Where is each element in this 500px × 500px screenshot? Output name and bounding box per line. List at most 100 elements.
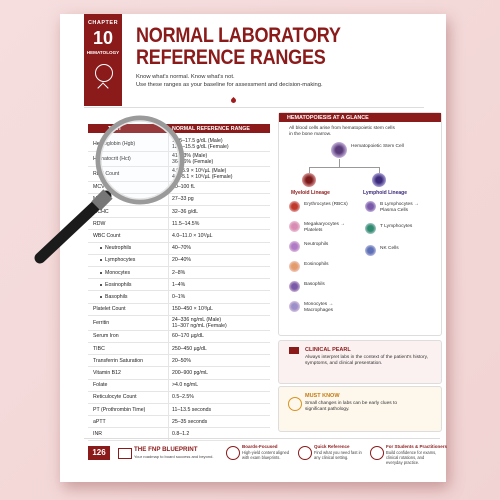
feature-icon [370,446,384,460]
lymphoid-icon [372,173,386,187]
test-name: Monocytes [105,269,131,276]
reference-range: 80–100 fL [172,184,196,191]
bullet [100,271,102,274]
test-name: RBC Count [93,170,120,177]
tree-line [339,159,340,167]
row-divider [88,439,270,440]
stem-cell-icon [331,142,347,158]
reference-range: 0.8–1.2 [172,430,190,437]
reference-range: 41–53% (Male) [172,152,208,159]
must-know-text: Small changes in labs can be early clues… [305,401,397,412]
test-name: TIBC [93,345,105,352]
pearl-text: Always interpret labs in the context of … [305,355,428,366]
cell-icon [365,245,376,256]
test-name: Neutrophils [105,245,132,252]
bulb-icon [288,397,302,411]
test-name: Platelet Count [93,306,126,313]
reference-range: 0–1% [172,293,186,300]
book-icon [118,448,132,459]
feature-title: For Students & Practitioners [386,444,448,449]
brand-tagline: Your roadmap to board success and beyond… [134,454,214,459]
feature-text: High-yield content aligned with exam blu… [242,450,290,460]
test-name: Lymphocytes [105,257,136,264]
test-name: Hematocrit (Hct) [93,155,131,162]
reference-range: 4.1–5.1 × 10⁶/µL (Female) [172,173,233,180]
reference-range: 32–36 g/dL [172,208,198,215]
clinical-pearl: CLINICAL PEARL Always interpret labs in t… [278,340,442,384]
cell-icon [289,261,300,272]
cell-label: Neutrophils [304,242,329,247]
reference-range: 27–33 pg [172,196,194,203]
row-divider [88,165,270,166]
cell-label: Eosinophils [304,262,329,267]
test-name: Vitamin B12 [93,369,121,376]
brand-name: THE FNP BLUEPRINT [134,446,198,453]
test-name: INR [93,430,102,437]
reference-range: 24–336 ng/mL (Male) [172,316,222,323]
reference-range: 250–450 µg/dL [172,345,207,352]
must-know: MUST KNOW Small changes in labs can be ea… [278,386,442,432]
row-divider [88,354,270,355]
footer-divider [84,438,440,439]
chapter-icon [95,64,113,82]
reference-range: 40–70% [172,245,192,252]
document-page: CHAPTER 10 HEMATOLOGY NORMAL LABORATORY REFE… [60,14,448,482]
subtitle: Use these ranges as your baseline for as… [136,82,323,88]
reference-range: 20–50% [172,357,192,364]
feature-icon [298,446,312,460]
panel-title: HEMATOPOIESIS AT A GLANCE [287,115,369,121]
page-title: REFERENCE RANGES [136,46,326,69]
cell-label: Megakaryocytes → Platelets [304,222,346,233]
row-divider [88,366,270,367]
row-divider [88,150,270,151]
test-name: Serum Iron [93,333,119,340]
test-name: Reticulocyte Count [93,394,137,401]
row-divider [88,253,270,255]
feature-text: Find what you need fast in any clinical … [314,450,362,460]
row-divider [88,329,270,331]
row-divider [88,204,270,206]
cell-label: Basophils [304,282,325,287]
test-name: Basophils [105,293,128,300]
bullet [100,247,102,250]
row-divider [88,378,270,379]
subtitle: Know what's normal. Know what's not. [136,74,235,80]
row-divider [88,192,270,194]
bullet [100,259,102,262]
row-divider [88,265,270,267]
test-name: Eosinophils [105,281,132,288]
feature-text: Build confidence for exams, clinical rot… [386,450,437,465]
test-name: aPTT [93,418,106,425]
lab-table: TEST NORMAL REFERENCE RANGE Hemoglobin (Hg… [88,124,270,454]
panel-header [279,113,441,122]
reference-range: 20–40% [172,257,192,264]
feature-title: Quick Reference [314,444,350,449]
row-divider [88,390,270,392]
page-number-box [88,446,110,460]
chevron [97,82,109,94]
cell-label: T Lymphocytes [380,224,413,229]
column-header: NORMAL REFERENCE RANGE [172,126,250,132]
bullet [100,295,102,298]
reference-range: 2–8% [172,269,186,276]
row-divider [88,302,270,303]
cell-label: Monocytes → Macrophages [304,302,334,313]
tree-line [309,167,310,173]
lymphoid-label: Lymphoid Lineage [363,190,407,196]
cell-icon [289,221,300,232]
test-name: WBC Count [93,232,121,239]
divider [84,107,424,108]
stem-cell-label: Hematopoietic Stem Cell [351,144,404,149]
test-name: Transferrin Saturation [93,357,143,364]
test-name: MCHC [93,208,109,215]
reference-range: 0.5–2.5% [172,394,194,401]
flag-icon [289,347,299,354]
blood-drop [229,96,238,105]
chapter-number: 10 [92,28,114,48]
hematopoiesis-panel: HEMATOPOIESIS AT A GLANCE All blood cells… [278,112,442,336]
reference-range: 25–35 seconds [172,418,208,425]
row-divider [88,290,270,291]
feature-icon [226,446,240,460]
reference-range: 60–170 µg/dL [172,333,204,340]
cell-icon [365,201,376,212]
